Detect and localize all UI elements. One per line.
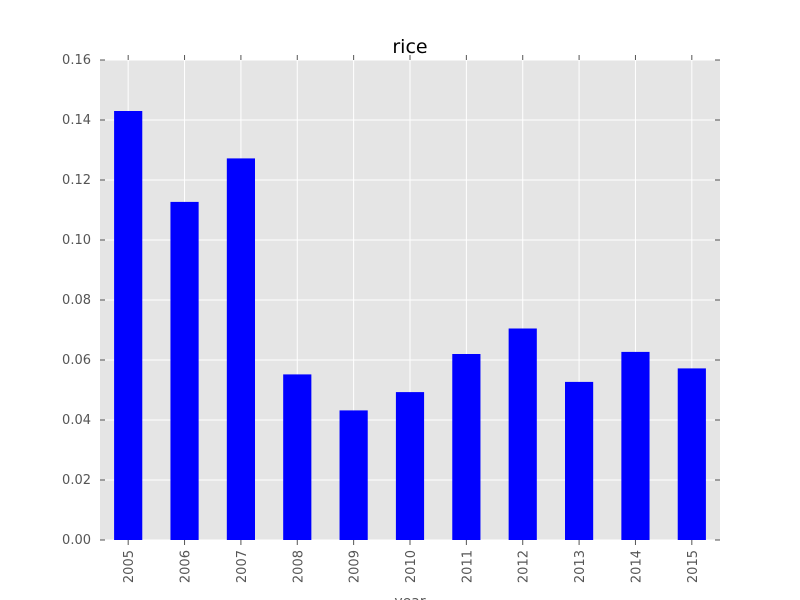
y-tick-label: 0.04 xyxy=(62,413,91,428)
y-tick-label: 0.12 xyxy=(62,173,91,188)
y-tick-label: 0.08 xyxy=(62,293,91,308)
x-tick-labels: 2005 2006 2007 2008 2009 2010 2011 2012 2013 2014… xyxy=(122,550,701,583)
x-tick-label: 2009 xyxy=(348,550,363,583)
bar-2012 xyxy=(508,328,537,540)
x-tick-label: 2011 xyxy=(460,550,475,583)
y-tick-label: 0.16 xyxy=(62,53,91,68)
y-tick-labels: 0.00 0.02 0.04 0.06 0.08 0.10 0.12 0.14 0.16 xyxy=(62,53,91,548)
x-tick-label: 2007 xyxy=(235,550,250,583)
bar-2013 xyxy=(565,381,594,540)
bar-2009 xyxy=(339,410,368,540)
y-tick-label: 0.10 xyxy=(62,233,91,248)
bars-group xyxy=(114,111,706,540)
bar-2014 xyxy=(621,351,650,540)
x-tick-label: 2008 xyxy=(291,550,306,583)
x-tick-label: 2012 xyxy=(517,550,532,583)
x-tick-label: 2015 xyxy=(686,550,701,583)
bar-2011 xyxy=(452,354,481,540)
x-tick-label: 2006 xyxy=(179,550,194,583)
tick-marks xyxy=(100,55,720,545)
x-tick-label: 2014 xyxy=(629,550,644,583)
x-tick-label: 2013 xyxy=(573,550,588,583)
y-tick-label: 0.06 xyxy=(62,353,91,368)
x-tick-label: 2005 xyxy=(122,550,137,583)
y-tick-label: 0.02 xyxy=(62,473,91,488)
x-axis-label: year xyxy=(394,594,425,600)
chart-title: rice xyxy=(392,36,427,58)
bar-2007 xyxy=(226,158,255,540)
bar-2015 xyxy=(677,368,706,540)
bar-2010 xyxy=(395,392,425,540)
y-tick-label: 0.14 xyxy=(62,113,91,128)
bar-2006 xyxy=(170,201,199,540)
x-tick-label: 2010 xyxy=(404,550,419,583)
bar-2005 xyxy=(114,111,143,540)
bar-2008 xyxy=(283,374,312,540)
y-tick-label: 0.00 xyxy=(62,533,91,548)
